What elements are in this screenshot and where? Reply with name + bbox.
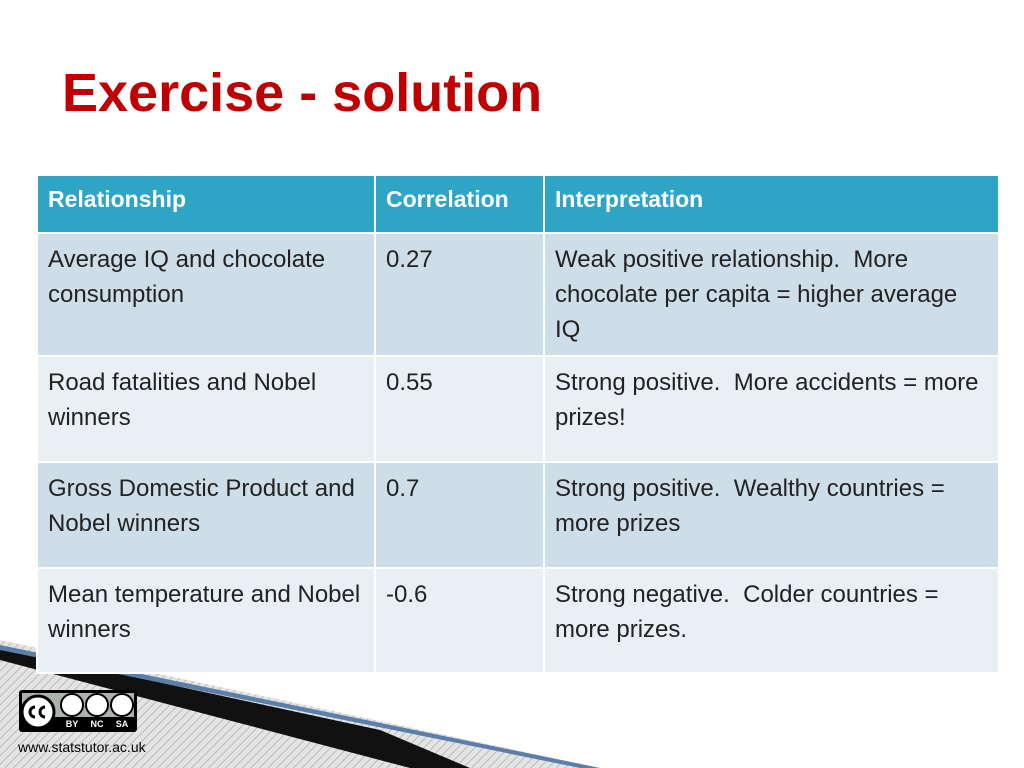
- table-cell: Road fatalities and Nobel winners: [36, 355, 376, 463]
- table-row: Average IQ and chocolate consumption 0.27…: [36, 232, 1000, 357]
- table-row: Mean temperature and Nobel winners -0.6 St…: [36, 567, 1000, 674]
- column-header: Relationship: [36, 174, 376, 234]
- table-cell: Weak positive relationship. More chocola…: [543, 232, 1000, 357]
- table-cell: -0.6: [374, 567, 545, 674]
- table-cell: Strong positive. More accidents = more p…: [543, 355, 1000, 463]
- license-label: BY: [66, 719, 79, 729]
- license-label: NC: [91, 719, 104, 729]
- header-row: Relationship Correlation Interpretation: [36, 174, 1000, 234]
- table: Relationship Correlation Interpretation Av…: [36, 174, 1000, 674]
- table-cell: 0.27: [374, 232, 545, 357]
- table-cell: Strong positive. Wealthy countries = mor…: [543, 461, 1000, 569]
- table-cell: 0.55: [374, 355, 545, 463]
- cc-badge: BY NC SA: [19, 690, 137, 732]
- table-row: Road fatalities and Nobel winners 0.55 Str…: [36, 355, 1000, 463]
- footer-url: www.statstutor.ac.uk: [18, 739, 146, 755]
- table-cell: Average IQ and chocolate consumption: [36, 232, 376, 357]
- table-cell: Gross Domestic Product and Nobel winners: [36, 461, 376, 569]
- column-header: Correlation: [374, 174, 545, 234]
- swoosh-line: [0, 645, 600, 768]
- column-header: Interpretation: [543, 174, 1000, 234]
- slide-title: Exercise - solution: [62, 63, 543, 123]
- table-cell: Strong negative. Colder countries = more…: [543, 567, 1000, 674]
- table-cell: 0.7: [374, 461, 545, 569]
- license-label: SA: [116, 719, 129, 729]
- swoosh: [0, 648, 470, 768]
- table-row: Gross Domestic Product and Nobel winners…: [36, 461, 1000, 569]
- table-cell: Mean temperature and Nobel winners: [36, 567, 376, 674]
